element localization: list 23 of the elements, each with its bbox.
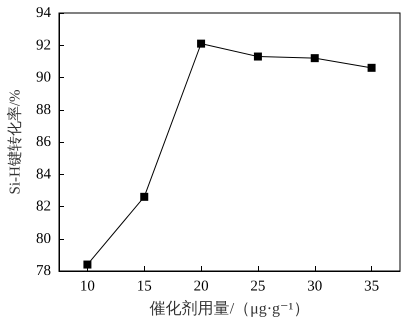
point xyxy=(83,260,92,269)
y-axis-title: Si-H键转化率/% xyxy=(6,90,24,194)
x-tick-label: 10 xyxy=(80,278,95,294)
x-tick-label: 35 xyxy=(364,278,380,294)
x-tick-label: 25 xyxy=(250,278,266,294)
x-tick-label: 20 xyxy=(194,278,209,294)
point xyxy=(310,54,319,62)
x-tick-label: 30 xyxy=(307,278,322,294)
y-tick-label: 78 xyxy=(36,263,51,279)
point xyxy=(254,52,262,61)
y-tick-label: 82 xyxy=(36,198,51,214)
y-tick-label: 90 xyxy=(36,70,51,86)
y-tick-label: 86 xyxy=(36,134,52,150)
y-tick-label: 94 xyxy=(36,5,52,21)
point xyxy=(197,40,206,48)
point xyxy=(140,192,148,201)
y-tick-label: 88 xyxy=(36,102,51,118)
y-tick-label: 80 xyxy=(36,230,51,247)
y-tick-label: 92 xyxy=(36,37,51,54)
x-axis-title: 催化剂用量/（μg·g⁻¹） xyxy=(150,300,310,318)
point xyxy=(368,64,376,72)
x-tick-label: 15 xyxy=(136,278,152,294)
y-tick-label: 84 xyxy=(36,166,52,182)
